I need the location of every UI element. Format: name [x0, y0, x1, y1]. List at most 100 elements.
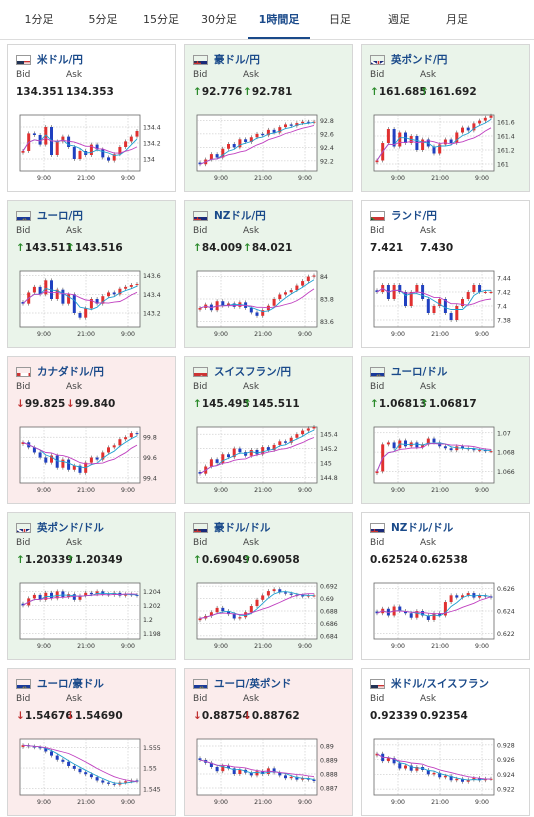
ask-label: Ask — [243, 382, 260, 392]
x-tick-label: 21:00 — [77, 643, 95, 650]
currency-card[interactable]: ユーロ/英ポンド Bid Ask ↓0.88754 ↓0.88762 0.89 0.889 0… — [184, 668, 353, 816]
candle-body — [312, 121, 316, 123]
y-tick-label: 161.2 — [497, 148, 515, 155]
ask-number: 0.69058 — [251, 554, 300, 566]
currency-card[interactable]: カナダドル/円 Bid Ask ↓99.825 ↓99.840 99.8 99.6 99.4 9… — [7, 356, 176, 504]
y-tick-label: 7.38 — [497, 318, 511, 325]
candle-body — [232, 448, 236, 458]
candle-body — [472, 593, 476, 598]
currency-card[interactable]: 米ドル/スイスフラン Bid Ask 0.92339 0.92354 0.928 0.926… — [361, 668, 530, 816]
pair-name[interactable]: NZドル/ドル — [391, 522, 454, 534]
currency-card[interactable]: NZドル/円 Bid Ask ↑84.009 ↑84.021 84 83.8 83.6 9:00… — [184, 200, 353, 348]
currency-card[interactable]: 豪ドル/円 Bid Ask ↑92.776 ↑92.781 92.8 92.6 92.4 92.… — [184, 44, 353, 192]
currency-card[interactable]: ランド/円 Bid Ask 7.421 7.430 7.44 7.42 7.4 7.38 9:00… — [361, 200, 530, 348]
y-tick-label: 83.6 — [320, 319, 334, 326]
candle-body — [466, 593, 470, 596]
card-header: ユーロ/円 — [16, 208, 83, 223]
pair-name[interactable]: ランド/円 — [391, 210, 437, 222]
pair-name[interactable]: 英ポンド/円 — [391, 54, 448, 66]
pair-name[interactable]: ユーロ/豪ドル — [37, 678, 104, 690]
candle-body — [249, 449, 253, 456]
pair-name[interactable]: スイスフラン/円 — [214, 366, 292, 378]
candle-body — [238, 617, 242, 619]
x-tick-label: 9:00 — [298, 799, 312, 806]
trend-arrow-icon: ↑ — [16, 554, 25, 566]
currency-card[interactable]: ユーロ/豪ドル Bid Ask ↓1.54676 ↓1.54690 1.555 1.55 1.… — [7, 668, 176, 816]
candle-body — [489, 292, 493, 293]
candle-body — [478, 450, 482, 452]
y-tick-label: 0.926 — [497, 757, 515, 764]
x-tick-label: 9:00 — [121, 799, 135, 806]
tab-1[interactable]: 5分足 — [88, 13, 118, 26]
x-tick-label: 21:00 — [77, 487, 95, 494]
candle-body — [215, 767, 219, 772]
moving-average-long — [376, 127, 492, 161]
y-tick-label: 1.55 — [143, 766, 157, 773]
x-tick-label: 21:00 — [254, 643, 272, 650]
candle-body — [21, 442, 25, 444]
ask-value: 7.430 — [420, 242, 453, 254]
tab-3[interactable]: 30分足 — [201, 13, 237, 26]
candle-body — [272, 299, 276, 306]
pair-name[interactable]: ユーロ/ドル — [391, 366, 448, 378]
currency-card[interactable]: NZドル/ドル Bid Ask 0.62524 0.62538 0.626 0.624 0.6… — [361, 512, 530, 660]
tab-6[interactable]: 週足 — [388, 13, 410, 26]
bid-number: 7.421 — [370, 242, 404, 254]
candle-body — [44, 748, 48, 752]
pair-name[interactable]: 米ドル/スイスフラン — [391, 678, 490, 690]
tab-5[interactable]: 日足 — [329, 13, 351, 26]
candle-body — [61, 759, 65, 762]
currency-card[interactable]: スイスフラン/円 Bid Ask ↑145.495 ↑145.511 145.4 145.2… — [184, 356, 353, 504]
tab-2[interactable]: 15分足 — [143, 13, 179, 26]
currency-card[interactable]: 豪ドル/ドル Bid Ask ↑0.69049 ↑0.69058 0.692 0.69 0.6… — [184, 512, 353, 660]
pair-name[interactable]: カナダドル/円 — [37, 366, 104, 378]
bid-value: 7.421 — [370, 242, 403, 254]
candle-body — [375, 160, 379, 163]
pair-name[interactable]: ユーロ/円 — [37, 210, 83, 222]
candle-body — [421, 611, 425, 616]
candle-body — [129, 433, 133, 438]
candle-body — [238, 448, 242, 453]
bid-label: Bid — [16, 382, 31, 392]
tab-0[interactable]: 1分足 — [24, 13, 54, 26]
ask-number: 1.06817 — [428, 398, 477, 410]
currency-card[interactable]: ユーロ/ドル Bid Ask ↑1.06813 ↑1.06817 1.07 1.068 1.0… — [361, 356, 530, 504]
x-tick-label: 9:00 — [298, 487, 312, 494]
bid-value: ↑1.06813 — [370, 398, 427, 410]
candle-body — [209, 459, 213, 467]
candle-body — [306, 276, 310, 282]
ask-value: ↓99.840 — [66, 398, 115, 410]
currency-card[interactable]: 米ドル/円 Bid Ask 134.351 134.353 134.4 134.2 134 9:… — [7, 44, 176, 192]
y-tick-label: 161 — [497, 162, 509, 169]
candle-body — [272, 589, 276, 592]
bid-number: 145.495 — [201, 398, 250, 410]
candle-body — [124, 286, 128, 289]
x-tick-label: 9:00 — [121, 643, 135, 650]
tab-4[interactable]: 1時間足 — [248, 1, 310, 39]
moving-average-long — [376, 753, 492, 780]
card-header: NZドル/ドル — [370, 520, 453, 535]
currency-card[interactable]: ユーロ/円 Bid Ask ↑143.511 ↑143.516 143.6 143.4 143… — [7, 200, 176, 348]
candle-body — [261, 595, 265, 600]
candle-body — [50, 592, 53, 599]
pair-name[interactable]: 米ドル/円 — [37, 54, 83, 66]
moving-average-short — [22, 435, 138, 469]
pair-name[interactable]: NZドル/円 — [214, 210, 266, 222]
x-tick-label: 21:00 — [431, 331, 449, 338]
candle-body — [198, 471, 202, 474]
candlestick-chart: 0.692 0.69 0.688 0.686 0.684 9:00 21:00 9:00 — [196, 582, 338, 650]
moving-average-short — [199, 759, 315, 781]
trend-arrow-icon: ↑ — [370, 398, 379, 410]
currency-card[interactable]: 英ポンド/円 Bid Ask ↑161.685 ↑161.692 161.6 161.4 16… — [361, 44, 530, 192]
y-tick-label: 0.889 — [320, 758, 338, 765]
tab-7[interactable]: 月足 — [446, 13, 468, 26]
currency-card[interactable]: 英ポンド/ドル Bid Ask ↑1.20339 ↑1.20349 1.204 1.202 1… — [7, 512, 176, 660]
pair-name[interactable]: 英ポンド/ドル — [37, 522, 104, 534]
pair-name[interactable]: 豪ドル/円 — [214, 54, 260, 66]
card-header: 豪ドル/円 — [193, 52, 260, 67]
candle-body — [255, 449, 259, 455]
ask-label: Ask — [243, 694, 260, 704]
candle-body — [95, 591, 99, 595]
pair-name[interactable]: 豪ドル/ドル — [214, 522, 271, 534]
pair-name[interactable]: ユーロ/英ポンド — [214, 678, 292, 690]
